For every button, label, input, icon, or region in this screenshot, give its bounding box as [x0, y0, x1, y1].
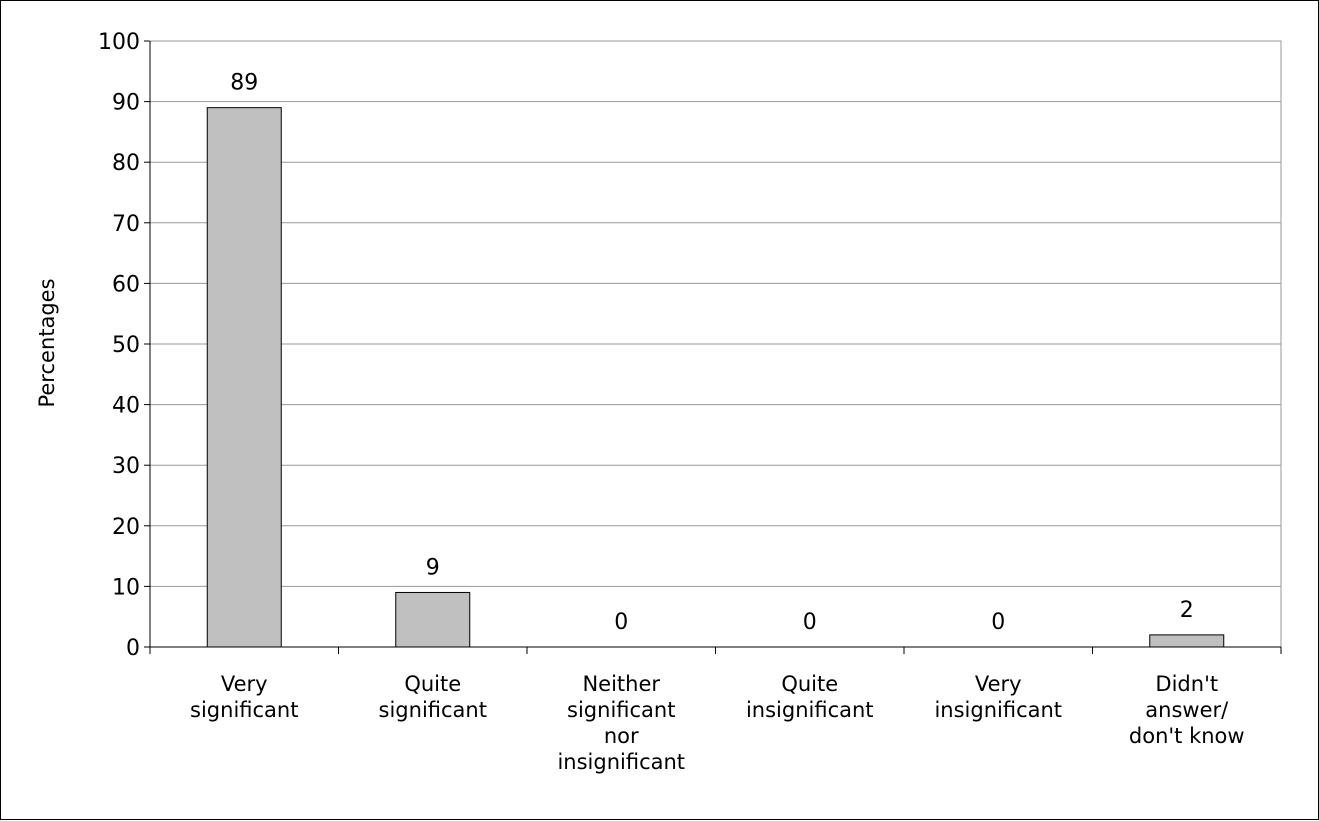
y-tick-label: 100 — [98, 30, 140, 55]
x-category-label: Very insignificant — [934, 672, 1062, 722]
x-category-label: Neither significant nor insignificant — [557, 672, 685, 774]
axes — [144, 40, 1282, 654]
category-labels: Very significant Quite significant Neither si… — [190, 672, 1245, 774]
data-labels: 89 9 0 0 0 2 — [230, 71, 1194, 635]
y-tick-label: 60 — [112, 272, 140, 297]
y-tick-label: 80 — [112, 151, 140, 176]
y-axis-label: Percentages — [35, 278, 59, 407]
y-tick-label: 50 — [112, 333, 140, 358]
gridlines — [150, 40, 1281, 587]
y-tick-labels: 0 10 20 30 40 50 60 70 80 90 100 — [98, 30, 140, 661]
data-label: 0 — [614, 610, 628, 635]
x-category-label: Didn't answer/don't know — [1129, 672, 1245, 748]
data-label: 0 — [803, 610, 817, 635]
x-category-label: Quite significant — [379, 672, 487, 722]
bar — [395, 591, 471, 648]
bars — [206, 107, 1225, 648]
x-category-label: Very significant — [190, 672, 298, 722]
data-label: 89 — [230, 71, 258, 96]
x-category-label: Quite insignificant — [746, 672, 874, 722]
bar — [206, 107, 282, 648]
y-tick-label: 20 — [112, 515, 140, 540]
y-tick-label: 70 — [112, 212, 140, 237]
data-label: 9 — [426, 555, 440, 580]
y-tick-label: 90 — [112, 91, 140, 116]
bar — [1149, 634, 1225, 648]
y-tick-label: 30 — [112, 454, 140, 479]
data-label: 2 — [1180, 598, 1194, 623]
y-tick-label: 40 — [112, 394, 140, 419]
y-tick-label: 0 — [126, 636, 140, 661]
y-tick-label: 10 — [112, 575, 140, 600]
data-label: 0 — [991, 610, 1005, 635]
